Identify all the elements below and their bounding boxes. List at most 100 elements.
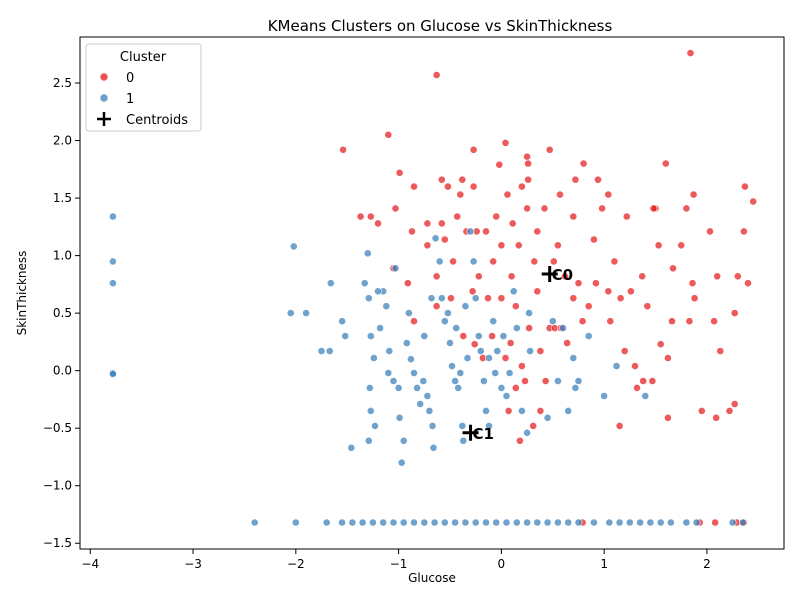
cluster-1-point-120 — [543, 518, 552, 527]
cluster-0-point-3 — [501, 138, 510, 147]
y-tick-label-0: −1.5 — [43, 536, 72, 550]
cluster-0-point-39 — [492, 212, 501, 221]
cluster-0-point-19 — [356, 212, 365, 221]
cluster-0-point-62 — [713, 272, 722, 281]
cluster-0-point-84 — [447, 294, 455, 303]
cluster-1-point-79 — [574, 377, 583, 385]
cluster-1-point-103 — [368, 518, 377, 527]
cluster-0-point-115 — [536, 347, 545, 355]
cluster-1-point-34 — [402, 339, 411, 347]
cluster-1-point-70 — [509, 287, 518, 296]
cluster-0-point-78 — [669, 264, 677, 273]
cluster-0-point-30 — [689, 190, 698, 199]
cluster-0-point-106 — [563, 339, 571, 347]
cluster-0-point-73 — [574, 279, 583, 288]
cluster-1-point-89 — [420, 332, 429, 340]
cluster-1-point-30 — [394, 383, 403, 392]
cluster-1-point-51 — [454, 383, 463, 392]
cluster-1-point-18 — [369, 354, 378, 362]
cluster-0-point-37 — [453, 212, 462, 221]
cluster-0-point-34 — [408, 227, 416, 236]
cluster-0-point-127 — [730, 400, 739, 408]
cluster-0-point-83 — [432, 302, 441, 311]
cluster-1-point-78 — [571, 383, 580, 392]
cluster-0-point-66 — [449, 257, 457, 266]
cluster-1-point-129 — [646, 518, 655, 527]
cluster-0-point-41 — [523, 204, 531, 213]
cluster-0-point-131 — [529, 421, 538, 430]
cluster-1-point-118 — [523, 518, 531, 527]
y-tick-label-1: −1.0 — [43, 479, 72, 493]
x-tick-label-3: −1 — [390, 557, 408, 571]
cluster-1-point-106 — [399, 518, 408, 527]
chart-title: KMeans Clusters on Glucose vs SkinThickn… — [268, 17, 613, 35]
cluster-1-point-104 — [379, 518, 388, 527]
cluster-0-point-133 — [615, 421, 624, 430]
cluster-1-point-110 — [440, 518, 449, 527]
cluster-1-point-52 — [456, 369, 465, 377]
cluster-1-point-128 — [636, 518, 644, 527]
cluster-1-point-58 — [471, 294, 480, 303]
cluster-0-point-101 — [470, 340, 479, 349]
y-tick-label-7: 2.0 — [53, 134, 72, 148]
y-tick-label-4: 0.5 — [53, 306, 72, 320]
cluster-0-point-98 — [710, 317, 718, 326]
cluster-1-point-47 — [440, 317, 449, 326]
cluster-0-point-36 — [437, 219, 446, 228]
cluster-0-point-44 — [598, 204, 606, 213]
cluster-0-point-132 — [536, 406, 545, 415]
cluster-1-point-90 — [427, 294, 436, 303]
cluster-0-point-86 — [484, 294, 492, 303]
y-tick-label-2: −0.5 — [43, 421, 72, 435]
cluster-0-point-57 — [554, 241, 562, 250]
cluster-1-point-38 — [416, 400, 425, 408]
cluster-0-point-74 — [592, 279, 600, 288]
cluster-1-point-61 — [479, 377, 488, 385]
cluster-1-point-68 — [502, 392, 511, 400]
cluster-0-point-97 — [690, 294, 699, 303]
cluster-1-point-112 — [461, 518, 470, 527]
cluster-0-point-110 — [685, 317, 694, 326]
cluster-1-point-85 — [559, 324, 567, 332]
cluster-1-point-72 — [518, 406, 526, 415]
cluster-1-point-14 — [363, 249, 372, 258]
cluster-1-point-6 — [286, 309, 295, 317]
cluster-1-point-80 — [584, 332, 593, 340]
cluster-1-point-126 — [615, 518, 624, 527]
cluster-0-point-50 — [423, 241, 432, 250]
cluster-1-point-5 — [289, 242, 298, 251]
cluster-1-point-32 — [397, 458, 406, 467]
cluster-0-point-80 — [733, 272, 742, 281]
cluster-0-point-4 — [523, 152, 531, 161]
cluster-0-point-43 — [569, 212, 578, 221]
x-axis-ticks: −4 −3 −2 −1 0 1 2 — [81, 549, 711, 571]
cluster-1-point-93 — [461, 302, 470, 311]
cluster-0-point-82 — [410, 317, 418, 326]
cluster-0-point-28 — [604, 190, 613, 199]
cluster-0-point-122 — [639, 377, 648, 385]
cluster-0-point-1 — [686, 49, 695, 57]
cluster-0-point-75 — [604, 287, 613, 296]
cluster-1-point-69 — [505, 369, 514, 377]
legend-title: Cluster — [120, 50, 167, 65]
legend: Cluster 0 1 Centroids — [85, 43, 202, 132]
x-tick-label-6: 2 — [703, 557, 711, 571]
cluster-0-point-13 — [410, 182, 418, 191]
cluster-1-point-40 — [423, 392, 432, 400]
cluster-1-point-36 — [410, 369, 418, 377]
cluster-0-point-16 — [524, 175, 532, 184]
cluster-1-point-125 — [605, 518, 614, 527]
cluster-1-point-102 — [358, 518, 367, 527]
cluster-1-point-33 — [399, 436, 408, 445]
cluster-0-point-95 — [643, 302, 652, 311]
cluster-1-point-45 — [435, 257, 444, 266]
cluster-1-point-114 — [482, 518, 490, 527]
y-tick-label-3: 0.0 — [53, 364, 72, 378]
cluster-0-point-49 — [740, 227, 748, 236]
cluster-0-point-32 — [749, 197, 758, 206]
cluster-0-point-125 — [697, 406, 706, 415]
cluster-1-point-48 — [446, 339, 454, 347]
legend-label-cluster-0: 0 — [126, 71, 134, 86]
cluster-1-point-134 — [728, 518, 737, 527]
cluster-0-point-114 — [518, 362, 526, 370]
